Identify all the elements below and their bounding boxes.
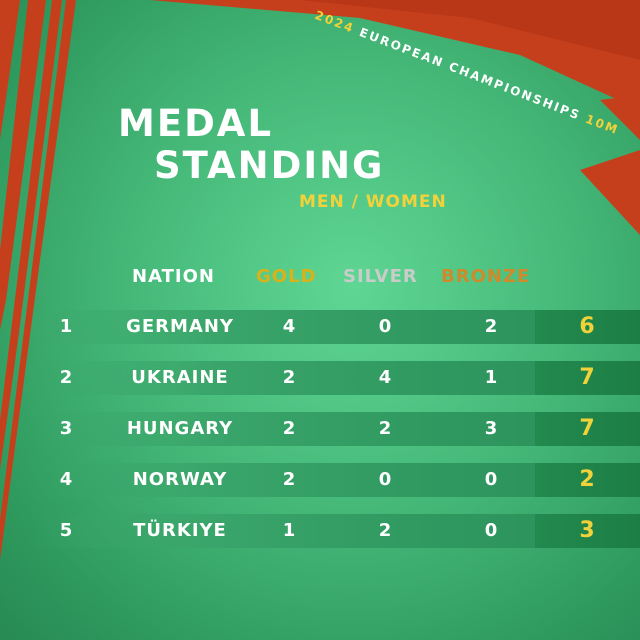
silver-count: 4 [378, 367, 392, 388]
total-count: 6 [579, 314, 595, 339]
table-row: 5 TÜRKIYE 1 2 0 3 [30, 514, 640, 548]
gold-count: 2 [282, 418, 296, 439]
total-count: 3 [579, 518, 595, 543]
total-cell-bg [535, 412, 640, 446]
nation: UKRAINE [131, 367, 229, 388]
gold-count: 1 [282, 520, 296, 541]
rank: 5 [59, 520, 73, 541]
table-row: 3 HUNGARY 2 2 3 7 [30, 412, 640, 446]
bronze-count: 1 [484, 367, 498, 388]
rank: 2 [59, 367, 73, 388]
gold-count: 2 [282, 469, 296, 490]
table-row: 1 GERMANY 4 0 2 6 [30, 310, 640, 344]
column-header-silver: SILVER [343, 266, 418, 287]
page-title-line1: MEDAL [118, 102, 274, 145]
silver-count: 0 [378, 469, 392, 490]
total-cell-bg [535, 514, 640, 548]
bronze-count: 3 [484, 418, 498, 439]
nation: NORWAY [132, 469, 228, 490]
bronze-count: 0 [484, 520, 498, 541]
table-row: 4 NORWAY 2 0 0 2 [30, 463, 640, 497]
bronze-count: 0 [484, 469, 498, 490]
total-count: 7 [579, 416, 595, 441]
nation: HUNGARY [126, 418, 234, 439]
total-cell-bg [535, 310, 640, 344]
column-header-bronze: BRONZE [441, 266, 531, 287]
silver-count: 2 [378, 418, 392, 439]
rank: 1 [59, 316, 73, 337]
bronze-count: 2 [484, 316, 498, 337]
gold-count: 2 [282, 367, 296, 388]
silver-count: 2 [378, 520, 392, 541]
total-cell-bg [535, 361, 640, 395]
rank: 3 [59, 418, 73, 439]
total-cell-bg [535, 463, 640, 497]
page-title-line2: STANDING [154, 144, 385, 187]
column-header-gold: GOLD [256, 266, 317, 287]
column-header-nation: NATION [132, 266, 215, 287]
nation: GERMANY [126, 316, 234, 337]
total-count: 2 [579, 467, 595, 492]
table-row: 2 UKRAINE 2 4 1 7 [30, 361, 640, 395]
nation: TÜRKIYE [133, 520, 227, 541]
gold-count: 4 [282, 316, 296, 337]
subtitle: MEN / WOMEN [299, 192, 447, 212]
total-count: 7 [579, 365, 595, 390]
rank: 4 [59, 469, 73, 490]
silver-count: 0 [378, 316, 392, 337]
